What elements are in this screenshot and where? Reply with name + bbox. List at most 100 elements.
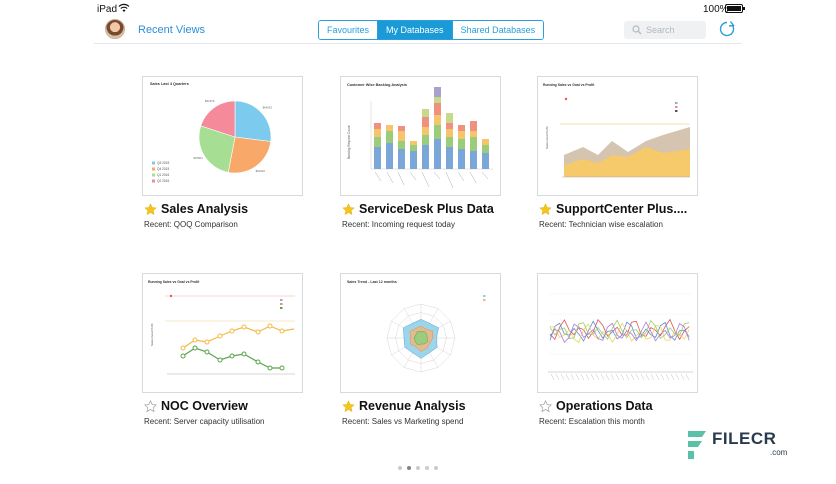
watermark-logo-icon xyxy=(688,431,706,459)
bar-segment xyxy=(410,151,417,169)
search-input[interactable]: Search xyxy=(624,21,706,39)
legend-swatch xyxy=(152,173,155,177)
bar-segment xyxy=(422,135,429,145)
bar-segment xyxy=(458,125,465,131)
battery-percent: 100% xyxy=(703,4,729,15)
chart-title: Customer Wise Backlog Analysis xyxy=(347,83,407,87)
star-outline-icon[interactable] xyxy=(539,399,552,413)
card-title[interactable]: ServiceDesk Plus Data xyxy=(342,202,494,216)
page-dot-active[interactable] xyxy=(407,466,411,470)
search-icon xyxy=(632,25,642,35)
bar-segment xyxy=(434,103,441,115)
pie-slice xyxy=(200,100,236,138)
pie-slice xyxy=(198,125,236,173)
slice-label: $64253 xyxy=(263,106,273,110)
star-outline-icon[interactable] xyxy=(144,399,157,413)
page-title[interactable]: Recent Views xyxy=(138,24,206,36)
chart-thumbnail[interactable]: Running Sales vs Goal vs Profit Sales Go… xyxy=(142,273,303,393)
legend-label: Q4 2015 xyxy=(157,167,169,171)
status-bar: iPad 100% xyxy=(0,0,836,18)
avatar[interactable] xyxy=(105,19,125,39)
card-title[interactable]: SupportCenter Plus.... xyxy=(539,202,687,216)
bar-segment xyxy=(434,139,441,169)
bar-segment xyxy=(458,149,465,169)
tab-my-databases[interactable]: My Databases xyxy=(378,21,453,39)
page-dot[interactable] xyxy=(425,466,429,470)
bar-segment xyxy=(458,139,465,149)
chart-thumbnail[interactable]: Customer Wise Backlog Analysis Backlog R… xyxy=(340,76,501,196)
bar-segment xyxy=(374,123,381,129)
star-filled-icon[interactable] xyxy=(144,202,157,216)
series-line xyxy=(549,319,690,341)
card-subtitle: Recent: QOQ Comparison xyxy=(144,220,238,229)
watermark-domain: .com xyxy=(770,448,788,457)
multi-line-chart xyxy=(548,293,693,381)
star-filled-icon[interactable] xyxy=(342,399,355,413)
tab-favourites[interactable]: Favourites xyxy=(319,21,379,39)
legend-swatch xyxy=(152,161,155,165)
card-subtitle: Recent: Incoming request today xyxy=(342,220,455,229)
watermark: FILECR .com xyxy=(686,427,796,461)
chart-title: Running Sales vs Goal vs Profit xyxy=(148,280,200,284)
chart-thumbnail[interactable]: Sales Trend - Last 12 months xyxy=(340,273,501,393)
area-chart: Running Sales vs Goal vs Profit Sales Go… xyxy=(543,83,690,178)
bar-segment xyxy=(398,126,405,131)
bar-segment xyxy=(434,87,441,97)
tab-shared-databases[interactable]: Shared Databases xyxy=(452,21,544,39)
legend-swatch xyxy=(152,179,155,183)
battery-icon xyxy=(725,4,745,13)
bar-segment xyxy=(446,113,453,123)
line-chart: Running Sales vs Goal vs Profit Sales Go… xyxy=(148,280,295,375)
bar-segment xyxy=(410,141,417,145)
star-filled-icon[interactable] xyxy=(342,202,355,216)
bar-segment xyxy=(422,109,429,117)
bar-segment xyxy=(482,139,489,145)
stacked-bar-chart: Customer Wise Backlog Analysis Backlog R… xyxy=(347,83,493,189)
database-tabs: Favourites My Databases Shared Databases xyxy=(318,20,545,40)
slice-label: $70604 xyxy=(193,156,203,160)
y-axis-label: Sales Goal Profit xyxy=(545,126,549,149)
nav-bar: Recent Views Favourites My Databases Sha… xyxy=(94,18,742,44)
star-filled-icon[interactable] xyxy=(539,202,552,216)
legend-label: Q3 2015 xyxy=(157,161,169,165)
card-title[interactable]: Sales Analysis xyxy=(144,202,248,216)
bar-segment xyxy=(374,147,381,169)
bar-segment xyxy=(422,145,429,169)
bar-segment xyxy=(470,131,477,137)
bar-series xyxy=(374,87,489,169)
legend-label: Q1 2016 xyxy=(157,173,169,177)
bar-segment xyxy=(398,141,405,149)
page-dot[interactable] xyxy=(416,466,420,470)
bar-segment xyxy=(434,97,441,103)
chart-thumbnail[interactable]: Running Sales vs Goal vs Profit Sales Go… xyxy=(537,76,698,196)
page-dot[interactable] xyxy=(434,466,438,470)
bar-segment xyxy=(422,117,429,127)
series-line xyxy=(549,322,690,344)
card-title[interactable]: Operations Data xyxy=(539,399,653,413)
page-dot[interactable] xyxy=(398,466,402,470)
pie-slice xyxy=(234,100,272,142)
search-placeholder: Search xyxy=(646,25,675,35)
wifi-icon xyxy=(118,3,130,12)
bar-segment xyxy=(446,147,453,169)
page-indicator[interactable] xyxy=(398,466,438,470)
bar-segment xyxy=(398,149,405,169)
bar-segment xyxy=(374,129,381,137)
chart-thumbnail[interactable]: Sales Last 4 Quarters $64253 $51916 $70604… xyxy=(142,76,303,196)
bar-segment xyxy=(482,153,489,169)
card-title[interactable]: NOC Overview xyxy=(144,399,248,413)
chart-title: Running Sales vs Goal vs Profit xyxy=(543,83,595,87)
card-title[interactable]: Revenue Analysis xyxy=(342,399,466,413)
bar-segment xyxy=(386,125,393,131)
legend-swatch xyxy=(152,167,155,171)
bar-segment xyxy=(422,127,429,135)
series-line xyxy=(549,321,690,343)
legend-label: Q2 2016 xyxy=(157,179,169,183)
bar-segment xyxy=(470,121,477,131)
chart-title: Sales Trend - Last 12 months xyxy=(347,280,397,284)
bar-segment xyxy=(398,131,405,141)
chart-thumbnail[interactable] xyxy=(537,273,698,393)
y-axis-label: Sales Goal Profit xyxy=(150,323,154,346)
refresh-icon[interactable] xyxy=(718,20,736,38)
device-label: iPad xyxy=(97,4,118,15)
